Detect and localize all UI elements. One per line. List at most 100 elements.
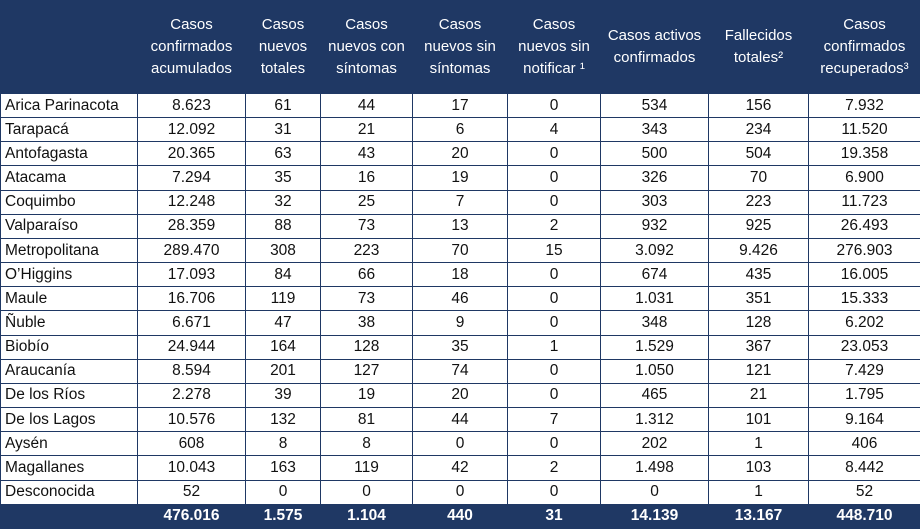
value-cell: 1 [507, 334, 601, 360]
data-row: De los Lagos 10.576 132 81 44 7 1.312 101 9.164 [0, 407, 920, 433]
region-cell: Tarapacá [0, 117, 138, 143]
value-cell: 35 [245, 165, 321, 191]
value-cell: 406 [808, 431, 920, 457]
value-cell: 1.795 [808, 382, 920, 409]
value-cell: 348 [600, 310, 709, 336]
value-cell: 31 [245, 117, 321, 143]
value-cell: 66 [320, 262, 413, 288]
value-cell: 42 [412, 455, 508, 481]
value-cell: 44 [320, 92, 413, 119]
value-cell: 156 [708, 92, 809, 119]
column-header: Casos activos confirmados [600, 0, 709, 94]
region-cell: Arica Parinacota [0, 92, 138, 119]
value-cell: 435 [708, 262, 809, 288]
value-cell: 19.358 [808, 141, 920, 167]
region-cell: Desconocida [0, 479, 138, 505]
total-cell: 14.139 [600, 503, 709, 529]
region-cell: Atacama [0, 165, 138, 191]
value-cell: 16.005 [808, 262, 920, 288]
value-cell: 6.671 [137, 310, 246, 336]
value-cell: 1.529 [600, 334, 709, 360]
value-cell: 17 [412, 92, 508, 119]
value-cell: 74 [412, 358, 508, 384]
value-cell: 3.092 [600, 237, 709, 264]
value-cell: 4 [507, 117, 601, 143]
value-cell: 70 [412, 237, 508, 264]
value-cell: 351 [708, 286, 809, 312]
value-cell: 9.426 [708, 237, 809, 264]
value-cell: 7 [507, 407, 601, 433]
data-row: Atacama 7.294 35 16 19 0 326 70 6.900 [0, 165, 920, 191]
column-header: Casos nuevos con síntomas [320, 0, 413, 94]
value-cell: 15 [507, 237, 601, 264]
value-cell: 6.900 [808, 165, 920, 191]
region-cell: Maule [0, 286, 138, 312]
region-cell: Metropolitana [0, 237, 138, 264]
value-cell: 70 [708, 165, 809, 191]
value-cell: 0 [507, 189, 601, 215]
value-cell: 0 [507, 262, 601, 288]
value-cell: 10.576 [137, 407, 246, 433]
data-row: Antofagasta 20.365 63 43 20 0 500 504 19.358 [0, 141, 920, 167]
data-row: Maule 16.706 119 73 46 0 1.031 351 15.333 [0, 286, 920, 312]
header-blank [0, 0, 138, 94]
region-cell: De los Lagos [0, 407, 138, 433]
value-cell: 19 [412, 165, 508, 191]
column-header: Casos confirmados recuperados³ [808, 0, 920, 94]
column-header: Casos nuevos totales [245, 0, 321, 94]
region-cell: De los Ríos [0, 382, 138, 409]
value-cell: 132 [245, 407, 321, 433]
value-cell: 12.092 [137, 117, 246, 143]
value-cell: 16 [320, 165, 413, 191]
value-cell: 326 [600, 165, 709, 191]
value-cell: 202 [600, 431, 709, 457]
value-cell: 0 [507, 358, 601, 384]
value-cell: 0 [507, 141, 601, 167]
value-cell: 119 [320, 455, 413, 481]
value-cell: 119 [245, 286, 321, 312]
value-cell: 500 [600, 141, 709, 167]
value-cell: 2 [507, 213, 601, 239]
value-cell: 7 [412, 189, 508, 215]
data-row: Ñuble 6.671 47 38 9 0 348 128 6.202 [0, 310, 920, 336]
value-cell: 8.442 [808, 455, 920, 481]
value-cell: 21 [708, 382, 809, 409]
total-blank [0, 503, 138, 529]
value-cell: 21 [320, 117, 413, 143]
value-cell: 7.429 [808, 358, 920, 384]
region-cell: Biobío [0, 334, 138, 360]
value-cell: 26.493 [808, 213, 920, 239]
value-cell: 0 [412, 431, 508, 457]
data-row: Coquimbo 12.248 32 25 7 0 303 223 11.723 [0, 189, 920, 215]
value-cell: 223 [320, 237, 413, 264]
value-cell: 2.278 [137, 382, 246, 409]
value-cell: 308 [245, 237, 321, 264]
value-cell: 1.498 [600, 455, 709, 481]
value-cell: 24.944 [137, 334, 246, 360]
value-cell: 1.312 [600, 407, 709, 433]
region-cell: Magallanes [0, 455, 138, 481]
value-cell: 0 [245, 479, 321, 505]
value-cell: 35 [412, 334, 508, 360]
column-header: Casos nuevos sin notificar ¹ [507, 0, 601, 94]
value-cell: 234 [708, 117, 809, 143]
value-cell: 6 [412, 117, 508, 143]
value-cell: 2 [507, 455, 601, 481]
table-body: Arica Parinacota 8.623 61 44 17 0 534 156 7.932 T… [0, 92, 920, 529]
value-cell: 73 [320, 286, 413, 312]
value-cell: 18 [412, 262, 508, 288]
column-header: Fallecidos totales² [708, 0, 809, 94]
value-cell: 20 [412, 382, 508, 409]
value-cell: 0 [507, 92, 601, 119]
value-cell: 0 [507, 431, 601, 457]
value-cell: 8.594 [137, 358, 246, 384]
header-row: Casos confirmados acumulados Casos nuevos… [0, 0, 920, 94]
value-cell: 8.623 [137, 92, 246, 119]
value-cell: 9.164 [808, 407, 920, 433]
data-row: Biobío 24.944 164 128 35 1 1.529 367 23.053 [0, 334, 920, 360]
value-cell: 38 [320, 310, 413, 336]
data-row: Desconocida 52 0 0 0 0 0 1 52 [0, 479, 920, 505]
data-row: Tarapacá 12.092 31 21 6 4 343 234 11.520 [0, 117, 920, 143]
